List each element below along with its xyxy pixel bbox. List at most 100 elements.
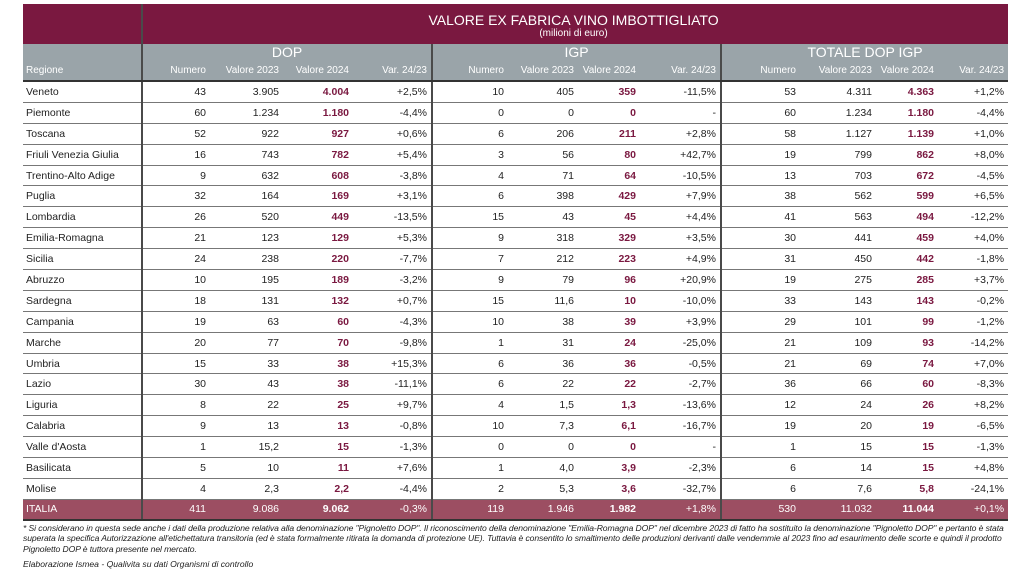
- table-row: Calabria 9 13 13 -0,8% 10 7,3 6,1 -16,7% 19 20 19 -6…: [23, 415, 1009, 438]
- igp-valore-2023-cell: 11,6: [508, 290, 578, 312]
- dop-valore-2023-cell: 33: [210, 353, 283, 375]
- dop-numero-cell: 26: [142, 206, 210, 229]
- igp-var-cell: +3,5%: [640, 227, 722, 250]
- igp-var-cell: +4,9%: [640, 248, 722, 271]
- totale-var-cell: -24,1%: [938, 478, 1009, 500]
- totale-valore-2024-cell: 15: [876, 436, 938, 459]
- totale-numero-cell: 60: [721, 102, 800, 124]
- dop-var-cell: -1,3%: [353, 436, 433, 459]
- dop-valore-2024-cell: 169: [283, 185, 353, 208]
- table-row: Emilia-Romagna 21 123 129 +5,3% 9 318 329 +3,5% 3…: [23, 227, 1009, 250]
- totale-var-cell: -0,2%: [938, 290, 1009, 312]
- dop-numero-cell: 52: [142, 123, 210, 145]
- igp-valore-2024-cell: 359: [578, 81, 640, 103]
- dop-numero-cell: 60: [142, 102, 210, 124]
- totale-valore-2024-cell: 93: [876, 332, 938, 354]
- igp-numero-cell: 10: [432, 415, 508, 438]
- dop-valore-2024-cell: 782: [283, 144, 353, 166]
- dop-valore-2024-cell: 11: [283, 457, 353, 479]
- igp-var-cell: +42,7%: [640, 144, 722, 166]
- igp-numero-cell: 6: [432, 353, 508, 375]
- region-name: Toscana: [23, 123, 143, 145]
- totale-numero-cell: 530: [721, 499, 800, 521]
- dop-valore-2024-cell: 608: [283, 165, 353, 187]
- igp-numero-cell: 119: [432, 499, 508, 521]
- totale-numero-cell: 6: [721, 457, 800, 479]
- table-row: Molise 4 2,3 2,2 -4,4% 2 5,3 3,6 -32,7% 6 7,6 5,8 -2…: [23, 478, 1009, 500]
- wine-value-table: VALORE EX FABRICA VINO IMBOTTIGLIATO (mi…: [23, 4, 1009, 521]
- dop-valore-2023-cell: 238: [210, 248, 283, 271]
- region-name: Trentino-Alto Adige: [23, 165, 143, 187]
- dop-valore-2023-cell: 15,2: [210, 436, 283, 459]
- igp-valore-2024-cell: 22: [578, 373, 640, 396]
- region-name: Liguria: [23, 394, 143, 417]
- totale-valore-2024-cell: 26: [876, 394, 938, 417]
- igp-valore-2023-cell: 212: [508, 248, 578, 271]
- dop-var-cell: +7,6%: [353, 457, 433, 479]
- region-name: Sardegna: [23, 290, 143, 312]
- dop-var-cell: -13,5%: [353, 206, 433, 229]
- igp-valore-2023-cell: 1.946: [508, 499, 578, 521]
- totale-numero-cell: 19: [721, 144, 800, 166]
- footnote: * Si considerano in questa sede anche i …: [23, 522, 1004, 554]
- igp-numero-cell: 4: [432, 165, 508, 187]
- igp-numero-cell: 1: [432, 332, 508, 354]
- region-name: Friuli Venezia Giulia: [23, 144, 143, 166]
- region-name: Veneto: [23, 81, 143, 103]
- table-subtitle: (milioni di euro): [539, 28, 608, 39]
- totale-var-cell: +3,7%: [938, 269, 1009, 291]
- dop-numero-cell: 19: [142, 311, 210, 333]
- totale-var-cell: -1,2%: [938, 311, 1009, 333]
- dop-valore-2024-cell: 4.004: [283, 81, 353, 103]
- totale-numero-cell: 36: [721, 373, 800, 396]
- column-header-totale-2: Valore 2024: [876, 60, 938, 82]
- totale-valore-2024-cell: 672: [876, 165, 938, 187]
- column-header-totale-0: Numero: [721, 60, 800, 82]
- dop-valore-2023-cell: 632: [210, 165, 283, 187]
- table-row: Toscana 52 922 927 +0,6% 6 206 211 +2,8% 58 1.127 1…: [23, 123, 1009, 145]
- dop-var-cell: -4,3%: [353, 311, 433, 333]
- source-note: Elaborazione Ismea - Qualivita su dati O…: [23, 559, 254, 570]
- totale-var-cell: -1,3%: [938, 436, 1009, 459]
- igp-var-cell: -16,7%: [640, 415, 722, 438]
- dop-valore-2023-cell: 10: [210, 457, 283, 479]
- igp-valore-2023-cell: 1,5: [508, 394, 578, 417]
- igp-var-cell: +20,9%: [640, 269, 722, 291]
- igp-var-cell: +2,8%: [640, 123, 722, 145]
- totale-var-cell: -12,2%: [938, 206, 1009, 229]
- dop-valore-2023-cell: 195: [210, 269, 283, 291]
- igp-var-cell: -10,5%: [640, 165, 722, 187]
- totale-valore-2023-cell: 4.311: [800, 81, 876, 103]
- table-row: Lombardia 26 520 449 -13,5% 15 43 45 +4,4% 41 563 4…: [23, 206, 1009, 229]
- totale-valore-2024-cell: 494: [876, 206, 938, 229]
- igp-valore-2024-cell: 0: [578, 102, 640, 124]
- dop-var-cell: +0,6%: [353, 123, 433, 145]
- totale-numero-cell: 31: [721, 248, 800, 271]
- dop-var-cell: +2,5%: [353, 81, 433, 103]
- dop-valore-2023-cell: 743: [210, 144, 283, 166]
- dop-var-cell: -0,3%: [353, 499, 433, 521]
- dop-numero-cell: 21: [142, 227, 210, 250]
- region-name: Abruzzo: [23, 269, 143, 291]
- totale-valore-2024-cell: 99: [876, 311, 938, 333]
- dop-valore-2024-cell: 2,2: [283, 478, 353, 500]
- totale-var-cell: +1,2%: [938, 81, 1009, 103]
- dop-valore-2024-cell: 449: [283, 206, 353, 229]
- igp-valore-2023-cell: 4,0: [508, 457, 578, 479]
- table-row: Valle d'Aosta 1 15,2 15 -1,3% 0 0 0-1 15 15 -1,3%: [23, 436, 1009, 459]
- totale-valore-2024-cell: 15: [876, 457, 938, 479]
- igp-numero-cell: 7: [432, 248, 508, 271]
- igp-valore-2023-cell: 56: [508, 144, 578, 166]
- totale-valore-2024-cell: 74: [876, 353, 938, 375]
- table-row: Sicilia 24 238 220 -7,7% 7 212 223 +4,9% 31 450 442…: [23, 248, 1009, 271]
- igp-numero-cell: 9: [432, 227, 508, 250]
- totale-var-cell: +1,0%: [938, 123, 1009, 145]
- dop-numero-cell: 8: [142, 394, 210, 417]
- totale-valore-2024-cell: 60: [876, 373, 938, 396]
- igp-numero-cell: 0: [432, 102, 508, 124]
- totale-numero-cell: 13: [721, 165, 800, 187]
- dop-var-cell: -3,8%: [353, 165, 433, 187]
- total-row-italia: ITALIA 411 9.086 9.062 -0,3% 119 1.946 1.982 +1,…: [23, 499, 1009, 521]
- dop-var-cell: +3,1%: [353, 185, 433, 208]
- totale-valore-2023-cell: 20: [800, 415, 876, 438]
